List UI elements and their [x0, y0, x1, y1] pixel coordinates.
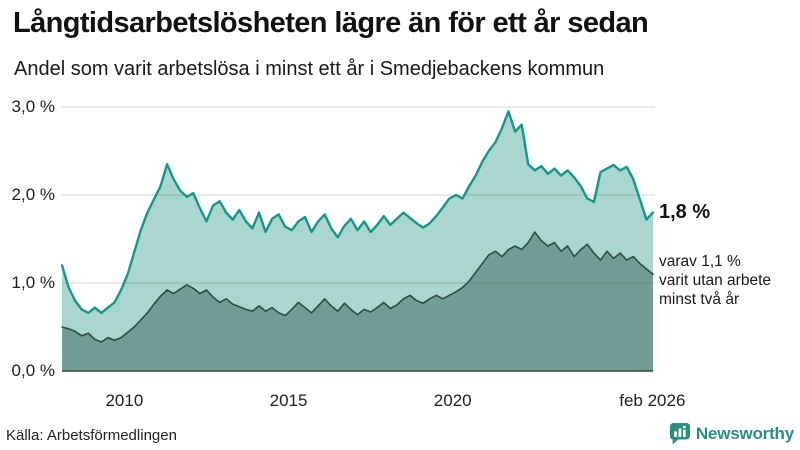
x-tick-label: feb 2026	[619, 391, 686, 410]
two-year-annotation-line2: varit utan arbete	[659, 272, 772, 289]
two-year-annotation-line3: minst två år	[659, 291, 740, 308]
two-year-annotation: varav 1,1 % varit utan arbete minst två …	[659, 252, 795, 309]
x-tick-label: 2010	[105, 391, 144, 410]
y-tick-label: 1,0 %	[11, 273, 55, 292]
chart-subtitle: Andel som varit arbetslösa i minst ett å…	[14, 58, 605, 80]
page-title: Långtidsarbetslösheten lägre än för ett …	[13, 7, 649, 39]
y-tick-label: 2,0 %	[11, 185, 55, 204]
end-value-label: 1,8 %	[659, 201, 711, 223]
x-tick-label: 2015	[269, 391, 308, 410]
two-year-annotation-line1: varav 1,1 %	[659, 253, 741, 270]
x-tick-label: 2020	[433, 391, 472, 410]
source-credit: Källa: Arbetsförmedlingen	[6, 427, 177, 444]
brand-logo[interactable]: Newsworthy	[669, 422, 794, 445]
brand-wordmark: Newsworthy	[695, 423, 794, 443]
two-year-line	[61, 231, 654, 343]
newsworthy-logo-icon	[669, 422, 690, 445]
y-tick-label: 0,0 %	[11, 361, 55, 380]
two-year-area-fill	[62, 232, 653, 371]
y-tick-label: 3,0 %	[11, 97, 55, 116]
total-line	[60, 110, 655, 315]
